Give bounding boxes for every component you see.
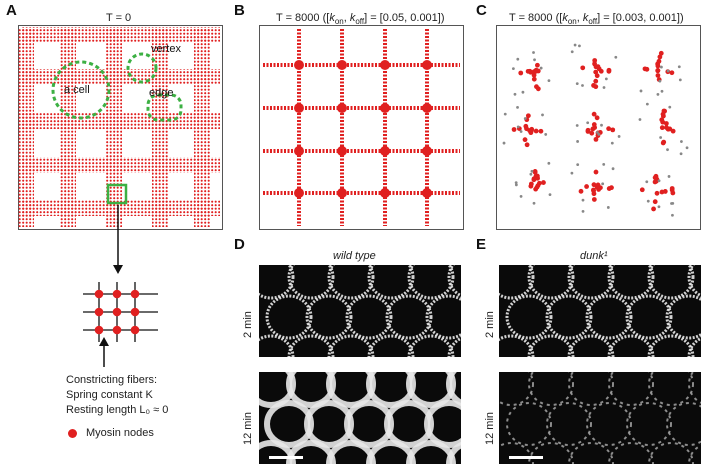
panel-e-row2-label: 12 min: [484, 411, 496, 445]
legend-line-1: Constricting fibers:: [66, 374, 158, 386]
scale-bar: [509, 456, 543, 459]
micrograph-texture: [247, 254, 513, 380]
myosin-clusters: [502, 43, 689, 217]
annotation-cell: a cell: [64, 84, 90, 96]
edge-highlight: [146, 93, 183, 122]
wildtype-2min-micrograph: [247, 254, 513, 380]
constricted-fibers: [263, 29, 460, 226]
legend-line-2: Spring constant K: [66, 389, 153, 401]
dunk-2min-micrograph: [487, 254, 704, 380]
panel-label-b: B: [234, 2, 245, 19]
panel-label-d: D: [234, 236, 245, 253]
panel-label-c: C: [476, 2, 487, 19]
panel-d-row1-label: 2 min: [242, 311, 254, 338]
micrograph-texture: [246, 360, 514, 469]
zoomed-lattice: [83, 282, 158, 342]
panel-e-row1-label: 2 min: [484, 311, 496, 338]
annotation-edge: edge: [149, 87, 173, 99]
micrograph-texture: [488, 362, 704, 469]
cell-highlight-circle: [51, 60, 111, 120]
panel-a-grid: a cell vertex edge: [18, 25, 223, 230]
myosin-legend-label: Myosin nodes: [86, 427, 154, 439]
zoom-box: [106, 183, 128, 205]
panel-d-row2-label: 12 min: [242, 411, 254, 445]
panel-c-title: T = 8000 ([kon, koff] = [0.003, 0.001]): [509, 12, 684, 27]
dunk-12min-micrograph: [488, 362, 704, 469]
panel-d-title: wild type: [333, 250, 376, 262]
wildtype-12min-micrograph: [246, 360, 514, 469]
legend-line-3: Resting length L₀ ≈ 0: [66, 404, 169, 416]
panel-b-simulation: [259, 25, 464, 230]
micrograph-texture: [487, 254, 704, 380]
fiber-legend: Constricting fibers: Spring constant K R…: [66, 373, 168, 418]
panel-label-e: E: [476, 236, 487, 253]
panel-c-simulation: [496, 25, 701, 230]
panel-a-title: T = 0: [106, 12, 132, 24]
myosin-legend-dot: [68, 429, 77, 438]
annotation-vertex: vertex: [151, 43, 181, 55]
arrow-up: [99, 337, 109, 367]
panel-e-title: dunk¹: [580, 250, 608, 262]
panel-label-a: A: [6, 2, 17, 19]
panel-b-title: T = 8000 ([kon, koff] = [0.05, 0.001]): [276, 12, 445, 27]
arrow-down: [113, 205, 123, 274]
vertex-highlight-circle: [126, 52, 158, 84]
scale-bar: [269, 456, 303, 459]
myosin-node-lattice: [18, 27, 220, 227]
